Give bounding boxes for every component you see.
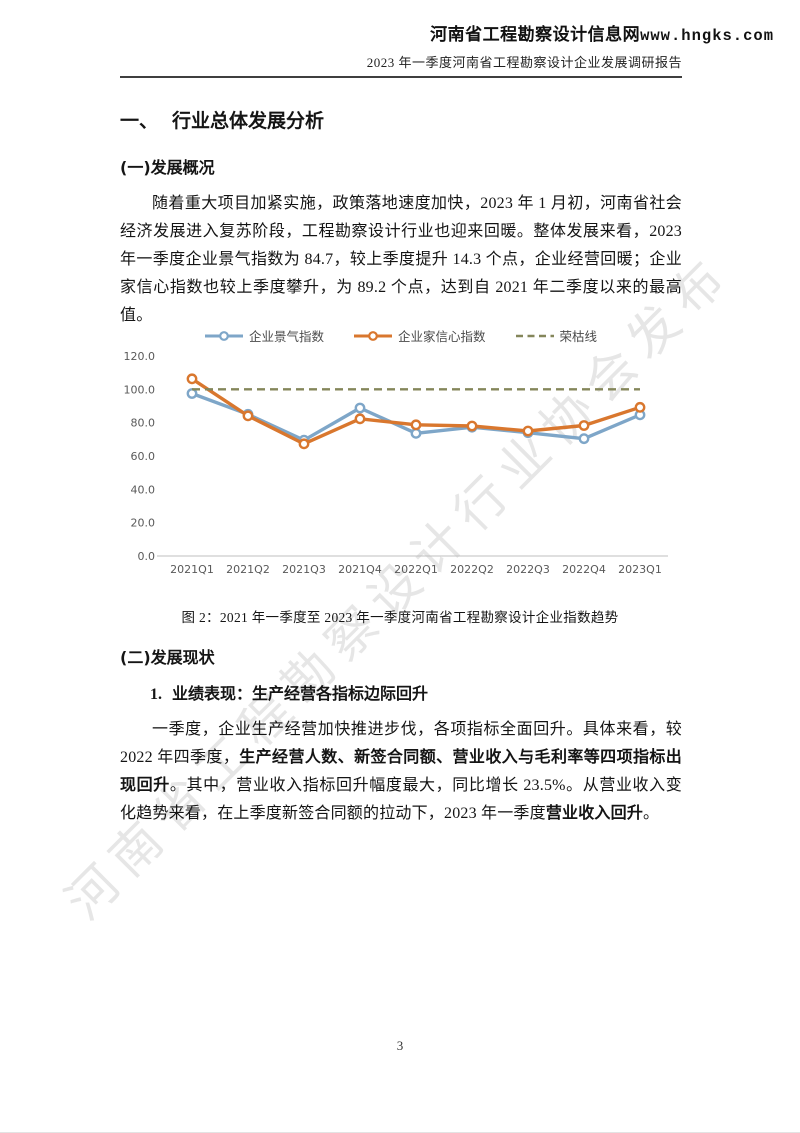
paragraph-text: 一季度，企业生产经营加快推进步伐，各项指标全面回升。具体来看，较 2022 年四… [120,721,682,766]
paragraph-overview: 随着重大项目加紧实施，政策落地速度加快，2023 年 1 月初，河南省社会经济发… [120,195,682,324]
legend-marker-line-circle-icon [353,330,392,341]
svg-text:2022Q1: 2022Q1 [394,563,438,576]
svg-text:2022Q3: 2022Q3 [506,563,550,576]
svg-text:20.0: 20.0 [131,517,156,530]
subsubsection-heading-performance: 1. 业绩表现：生产经营各指标边际回升 [150,680,428,704]
header-site-url: www.hngks.com [640,27,774,45]
svg-text:0.0: 0.0 [138,550,156,563]
svg-text:80.0: 80.0 [131,417,156,430]
paragraph-performance: 一季度，企业生产经营加快推进步伐，各项指标全面回升。具体来看，较 2022 年四… [120,716,682,828]
svg-text:2023Q1: 2023Q1 [618,563,662,576]
line-chart: 0.0 20.0 40.0 60.0 80.0 100.0 120.0 2021Q1 2021Q… [120,344,682,582]
subsection-heading-development-status: (二)发展现状 [120,648,215,667]
svg-text:120.0: 120.0 [124,350,156,363]
svg-text:2021Q4: 2021Q4 [338,563,382,576]
svg-text:2022Q2: 2022Q2 [450,563,494,576]
paragraph-text: 。其中，营业收入指标回升幅度最大，同比增长 23.5%。从营业收入变化趋势来看，… [120,777,682,822]
legend-label: 荣枯线 [559,329,598,344]
svg-text:40.0: 40.0 [131,483,156,496]
line-chart-svg: 0.0 20.0 40.0 60.0 80.0 100.0 120.0 2021Q1 2021Q… [124,350,668,576]
header-report-title: 2023 年一季度河南省工程勘察设计企业发展调研报告 [366,55,682,70]
page-header: 河南省工程勘察设计信息网www.hngks.com 2023 年一季度河南省工程… [120,20,773,78]
svg-text:60.0: 60.0 [131,450,156,463]
legend-item-boom-index: 企业景气指数 [204,326,324,345]
legend-marker-dashed-line-icon [515,334,554,337]
heading-number: 一、 [120,110,159,132]
heading-title: 行业总体发展分析 [172,110,325,132]
legend-item-boom-bust-line: 荣枯线 [515,326,598,345]
heading-title: 业绩表现：生产经营各指标边际回升 [172,686,429,703]
legend-item-confidence-index: 企业家信心指数 [353,326,486,345]
legend-marker-line-circle-icon [204,330,243,341]
header-site-name: 河南省工程勘察设计信息网 [430,25,641,44]
section-heading-1: 一、 行业总体发展分析 [120,106,324,133]
chart-legend: 企业景气指数 企业家信心指数 荣枯线 [120,326,682,345]
paragraph-text: 。 [643,805,660,822]
paragraph-bold-text: 生产经营人数、新签合同额、营业收入与毛利率等四项指标出现回升 [120,749,682,794]
page-number: 3 [396,1038,404,1053]
svg-text:2022Q4: 2022Q4 [562,563,606,576]
svg-text:2021Q1: 2021Q1 [170,563,214,576]
subsection-heading-development-overview: (一)发展概况 [120,158,215,177]
svg-text:2021Q3: 2021Q3 [282,563,326,576]
heading-number: 1. [150,686,162,703]
legend-label: 企业景气指数 [248,329,324,344]
paragraph-bold-text: 营业收入回升 [545,805,644,822]
header-site-line: 河南省工程勘察设计信息网www.hngks.com [212,20,774,45]
legend-label: 企业家信心指数 [397,329,486,344]
figure-caption: 图 2：2021 年一季度至 2023 年一季度河南省工程勘察设计企业指数趋势 [181,610,619,625]
svg-text:2021Q2: 2021Q2 [226,563,270,576]
svg-text:100.0: 100.0 [124,383,156,396]
